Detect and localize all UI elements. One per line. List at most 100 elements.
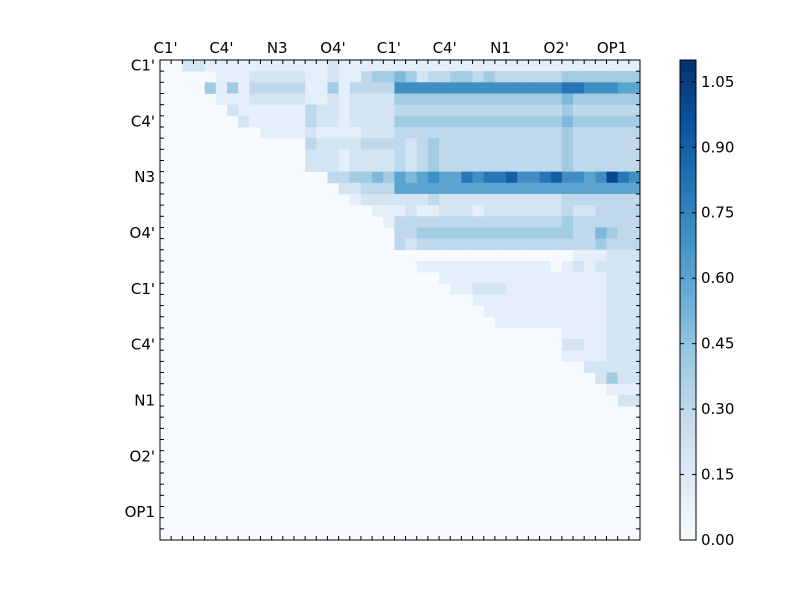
heatmap-cell — [606, 60, 619, 72]
heatmap-cell — [360, 82, 373, 94]
heatmap-cell — [494, 115, 507, 128]
heatmap-cell — [550, 149, 563, 161]
heatmap-cell — [528, 272, 540, 284]
heatmap-cell — [561, 160, 574, 173]
heatmap-cell — [528, 227, 540, 240]
heatmap-cell — [561, 71, 574, 83]
heatmap-cell — [439, 171, 451, 184]
heatmap-cell — [416, 238, 429, 251]
heatmap-cell — [439, 93, 451, 106]
heatmap-cell — [439, 138, 451, 150]
heatmap-cell — [606, 272, 619, 284]
heatmap-cell — [360, 193, 373, 206]
heatmap-cell — [494, 138, 507, 150]
heatmap-cell — [427, 216, 440, 228]
heatmap-cell — [517, 126, 529, 139]
heatmap-cell — [561, 126, 574, 139]
heatmap-cell — [427, 193, 440, 206]
heatmap-cell — [573, 350, 585, 362]
heatmap-cell — [595, 227, 607, 240]
heatmap-cell — [606, 372, 619, 385]
heatmap-cell — [483, 205, 496, 217]
heatmap-cell — [617, 171, 630, 184]
heatmap-cell — [394, 193, 406, 206]
heatmap-cell — [271, 93, 284, 106]
heatmap-cell — [360, 171, 373, 184]
y-tick-label: C4' — [131, 112, 155, 130]
x-tick-label: N3 — [267, 39, 288, 57]
heatmap-cell — [539, 227, 552, 240]
heatmap-cell — [271, 82, 284, 94]
heatmap-cell — [238, 104, 250, 117]
heatmap-cell — [260, 126, 273, 139]
heatmap-cell — [472, 294, 485, 306]
heatmap-cell — [394, 82, 406, 94]
heatmap-cell — [628, 283, 641, 295]
heatmap-cell — [293, 104, 306, 117]
heatmap-cell — [517, 193, 529, 206]
heatmap-cell — [394, 93, 406, 106]
colorbar-tick-label: 0.15 — [701, 466, 734, 484]
heatmap-cell — [461, 260, 473, 273]
heatmap-cell — [573, 60, 585, 72]
heatmap-cell — [427, 115, 440, 128]
heatmap-cell — [517, 138, 529, 150]
heatmap-cell — [595, 283, 607, 295]
heatmap-cell — [617, 283, 630, 295]
heatmap-cell — [561, 260, 574, 273]
heatmap-cell — [494, 93, 507, 106]
heatmap-cell — [584, 339, 596, 351]
heatmap-cell — [204, 82, 217, 94]
heatmap-cell — [550, 126, 563, 139]
heatmap-cell — [573, 149, 585, 161]
heatmap-cell — [628, 115, 641, 128]
heatmap-cell — [494, 205, 507, 217]
heatmap-cell — [249, 82, 261, 94]
heatmap-cell — [249, 115, 261, 128]
heatmap-cell — [338, 60, 351, 72]
heatmap-cell — [416, 193, 429, 206]
heatmap-cell — [338, 71, 351, 83]
heatmap-cell — [338, 160, 351, 173]
heatmap-cell — [427, 82, 440, 94]
heatmap-cell — [427, 149, 440, 161]
heatmap-cell — [584, 126, 596, 139]
heatmap-cell — [416, 138, 429, 150]
heatmap-cell — [617, 182, 630, 195]
heatmap-cell — [628, 216, 641, 228]
heatmap-cell — [584, 350, 596, 362]
heatmap-cell — [405, 82, 418, 94]
heatmap-cell — [472, 71, 485, 83]
x-tick-label: N1 — [490, 39, 511, 57]
heatmap-cell — [628, 138, 641, 150]
heatmap-cell — [528, 316, 540, 329]
heatmap-cell — [584, 82, 596, 94]
heatmap-cell — [595, 149, 607, 161]
heatmap-cell — [595, 193, 607, 206]
heatmap-cell — [573, 115, 585, 128]
heatmap-cell — [550, 238, 563, 251]
heatmap-cell — [293, 71, 306, 83]
heatmap-cell — [561, 238, 574, 251]
heatmap-cell — [573, 305, 585, 318]
colorbar-tick-label: 0.60 — [701, 269, 734, 287]
heatmap-cell — [494, 60, 507, 72]
heatmap-cell — [494, 82, 507, 94]
heatmap-cell — [494, 160, 507, 173]
heatmap-cell — [517, 294, 529, 306]
heatmap-cell — [472, 182, 485, 195]
heatmap-cell — [305, 104, 317, 117]
heatmap-cell — [238, 93, 250, 106]
heatmap-cell — [327, 71, 340, 83]
heatmap-cell — [483, 126, 496, 139]
heatmap-cell — [561, 60, 574, 72]
heatmap-cell — [349, 171, 362, 184]
heatmap-cell — [483, 171, 496, 184]
heatmap-cell — [372, 149, 384, 161]
heatmap-cell — [338, 138, 351, 150]
heatmap-cell — [573, 272, 585, 284]
heatmap-cell — [327, 93, 340, 106]
heatmap-cell — [483, 71, 496, 83]
heatmap-cell — [584, 216, 596, 228]
heatmap-cell — [606, 104, 619, 117]
